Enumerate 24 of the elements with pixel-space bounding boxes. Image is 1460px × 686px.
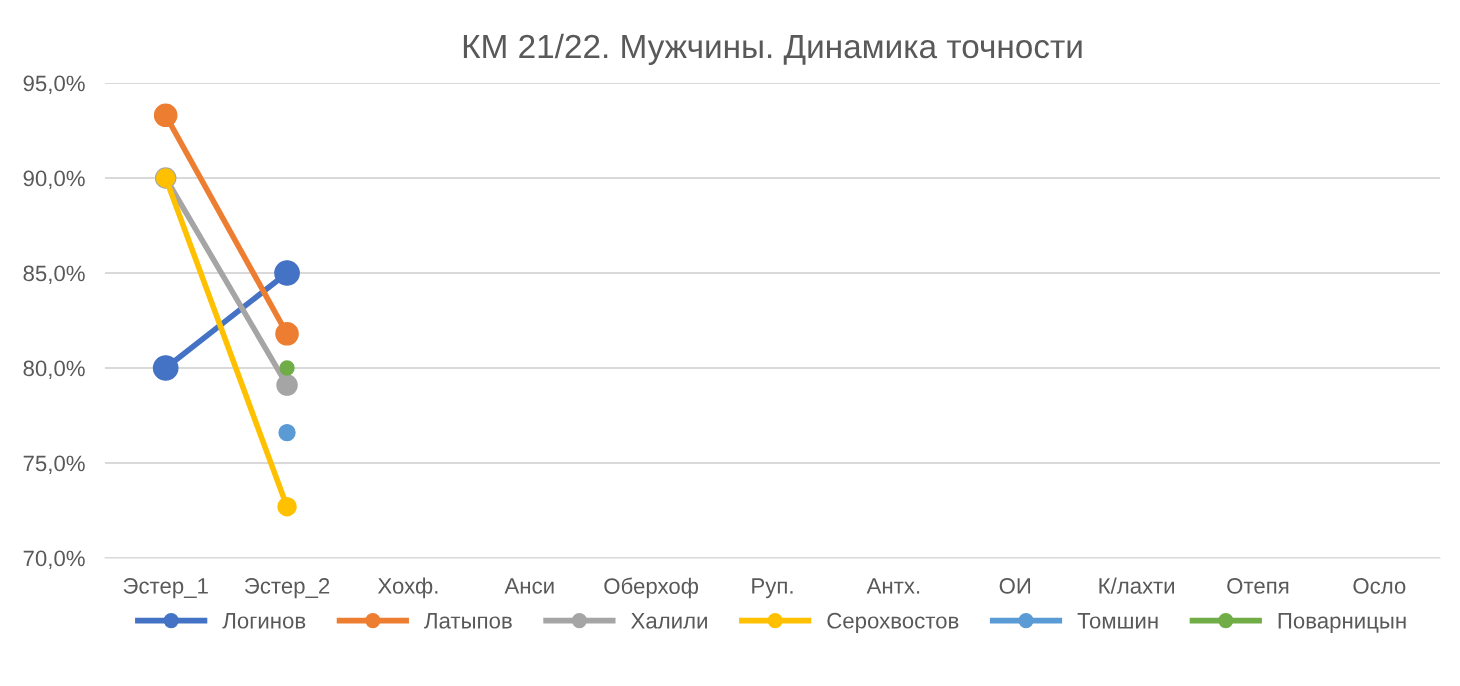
x-tick-label: ОИ — [999, 578, 1031, 594]
legend-label: Поварницын — [1278, 613, 1406, 633]
x-tick-label: Анси — [504, 578, 554, 594]
x-tick-label: Антх. — [866, 578, 920, 594]
y-tick-label: 85,0% — [23, 265, 85, 284]
y-tick-label: 95,0% — [23, 75, 85, 94]
y-tick-label: 70,0% — [23, 550, 85, 569]
y-tick-label: 90,0% — [23, 170, 85, 189]
x-tick-label: Осло — [1353, 578, 1406, 594]
x-tick-label: Хохф. — [377, 577, 438, 599]
legend-label: Логинов — [222, 613, 306, 629]
legend-label: Латыпов — [424, 613, 512, 629]
x-tick-label: К/лахти — [1099, 577, 1174, 594]
chart-title: КМ 21/22. Мужчины. Динамика точности — [463, 33, 1082, 65]
legend-label: Серохвостов — [827, 612, 959, 633]
legend-label: Халили — [631, 613, 707, 629]
legend-label: Томшин — [1077, 613, 1158, 629]
y-tick-label: 80,0% — [23, 360, 85, 379]
x-tick-label: Отепя — [1227, 578, 1289, 594]
y-tick-label: 75,0% — [23, 455, 85, 474]
x-tick-label: Эстер_2 — [244, 578, 330, 599]
x-tick-label: Руп. — [752, 578, 793, 599]
x-tick-label: Оберхоф — [604, 577, 699, 599]
x-tick-label: Эстер_1 — [123, 578, 208, 599]
